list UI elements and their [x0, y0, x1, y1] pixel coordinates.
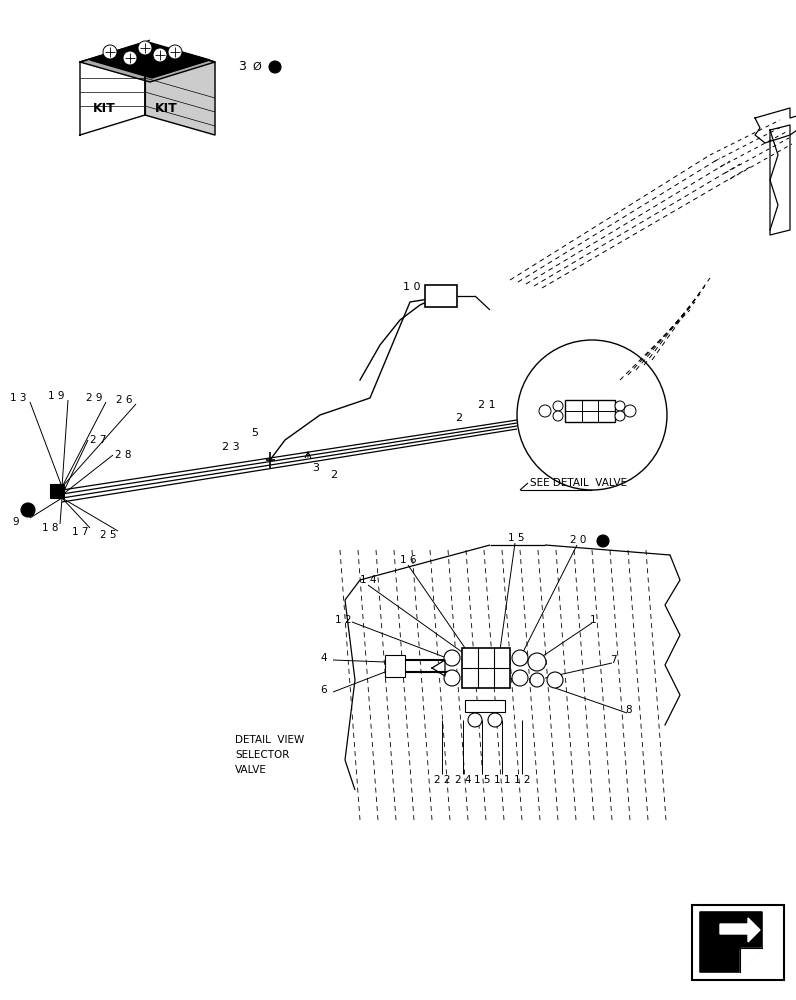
- Text: 1 6: 1 6: [400, 555, 416, 565]
- Polygon shape: [80, 42, 145, 135]
- Circle shape: [530, 673, 544, 687]
- Text: 2 2: 2 2: [434, 775, 451, 785]
- Text: KIT: KIT: [155, 102, 178, 114]
- Bar: [425, 285, 457, 307]
- Text: 7: 7: [610, 655, 617, 665]
- Circle shape: [269, 61, 281, 73]
- Text: 5: 5: [251, 428, 258, 438]
- Text: 2 4: 2 4: [455, 775, 471, 785]
- Circle shape: [517, 340, 667, 490]
- Text: SELECTOR: SELECTOR: [235, 750, 290, 760]
- Circle shape: [468, 713, 482, 727]
- Polygon shape: [432, 660, 445, 676]
- Text: 9: 9: [12, 517, 18, 527]
- Text: 2 5: 2 5: [100, 530, 116, 540]
- Circle shape: [21, 503, 35, 517]
- Text: 4: 4: [320, 653, 326, 663]
- Circle shape: [553, 411, 563, 421]
- Circle shape: [615, 401, 625, 411]
- Circle shape: [123, 51, 137, 65]
- Text: 3: 3: [238, 60, 246, 74]
- Text: 1 9: 1 9: [48, 391, 64, 401]
- Bar: [50, 484, 64, 498]
- Text: Ø: Ø: [252, 62, 261, 72]
- Text: 2 0: 2 0: [570, 535, 587, 545]
- Text: SEE DETAIL  VALVE: SEE DETAIL VALVE: [530, 478, 627, 488]
- Polygon shape: [145, 42, 215, 135]
- Text: 2 7: 2 7: [90, 435, 107, 445]
- Text: 1 5: 1 5: [474, 775, 490, 785]
- Text: 1 0: 1 0: [403, 282, 420, 292]
- Text: 2 9: 2 9: [86, 393, 103, 403]
- Circle shape: [153, 48, 167, 62]
- Text: 3: 3: [312, 463, 319, 473]
- Circle shape: [624, 405, 636, 417]
- Text: 1 2: 1 2: [514, 775, 530, 785]
- Text: 1: 1: [590, 615, 597, 625]
- Circle shape: [444, 650, 460, 666]
- Circle shape: [512, 670, 528, 686]
- Circle shape: [103, 45, 117, 59]
- Bar: [565, 400, 615, 422]
- Text: DETAIL  VIEW: DETAIL VIEW: [235, 735, 304, 745]
- Circle shape: [597, 535, 609, 547]
- Text: 1 2: 1 2: [335, 615, 352, 625]
- Circle shape: [553, 401, 563, 411]
- Text: 1 7: 1 7: [72, 527, 88, 537]
- Bar: [692, 905, 784, 980]
- Text: 1 4: 1 4: [360, 575, 377, 585]
- Circle shape: [539, 405, 551, 417]
- Text: KIT: KIT: [93, 102, 115, 114]
- Text: 6: 6: [320, 685, 326, 695]
- Text: 2: 2: [330, 470, 338, 480]
- Circle shape: [444, 670, 460, 686]
- Polygon shape: [90, 42, 210, 78]
- Text: 1 5: 1 5: [508, 533, 525, 543]
- Circle shape: [488, 713, 502, 727]
- Text: 1 3: 1 3: [10, 393, 26, 403]
- Text: 8: 8: [625, 705, 631, 715]
- Circle shape: [138, 41, 152, 55]
- Text: 2 8: 2 8: [115, 450, 131, 460]
- Circle shape: [168, 45, 182, 59]
- Text: 1 1: 1 1: [494, 775, 510, 785]
- Polygon shape: [720, 918, 760, 942]
- Circle shape: [512, 650, 528, 666]
- Circle shape: [615, 411, 625, 421]
- Circle shape: [547, 672, 563, 688]
- Text: 2 6: 2 6: [116, 395, 132, 405]
- Text: VALVE: VALVE: [235, 765, 267, 775]
- Text: 1 8: 1 8: [42, 523, 58, 533]
- Circle shape: [528, 653, 546, 671]
- Text: 2: 2: [455, 413, 462, 423]
- Bar: [462, 648, 510, 688]
- Bar: [385, 655, 405, 677]
- Polygon shape: [700, 912, 762, 972]
- Polygon shape: [80, 42, 215, 82]
- Text: 2 1: 2 1: [478, 400, 496, 410]
- Text: 2 3: 2 3: [222, 442, 240, 452]
- Bar: [465, 700, 505, 712]
- Polygon shape: [740, 948, 762, 972]
